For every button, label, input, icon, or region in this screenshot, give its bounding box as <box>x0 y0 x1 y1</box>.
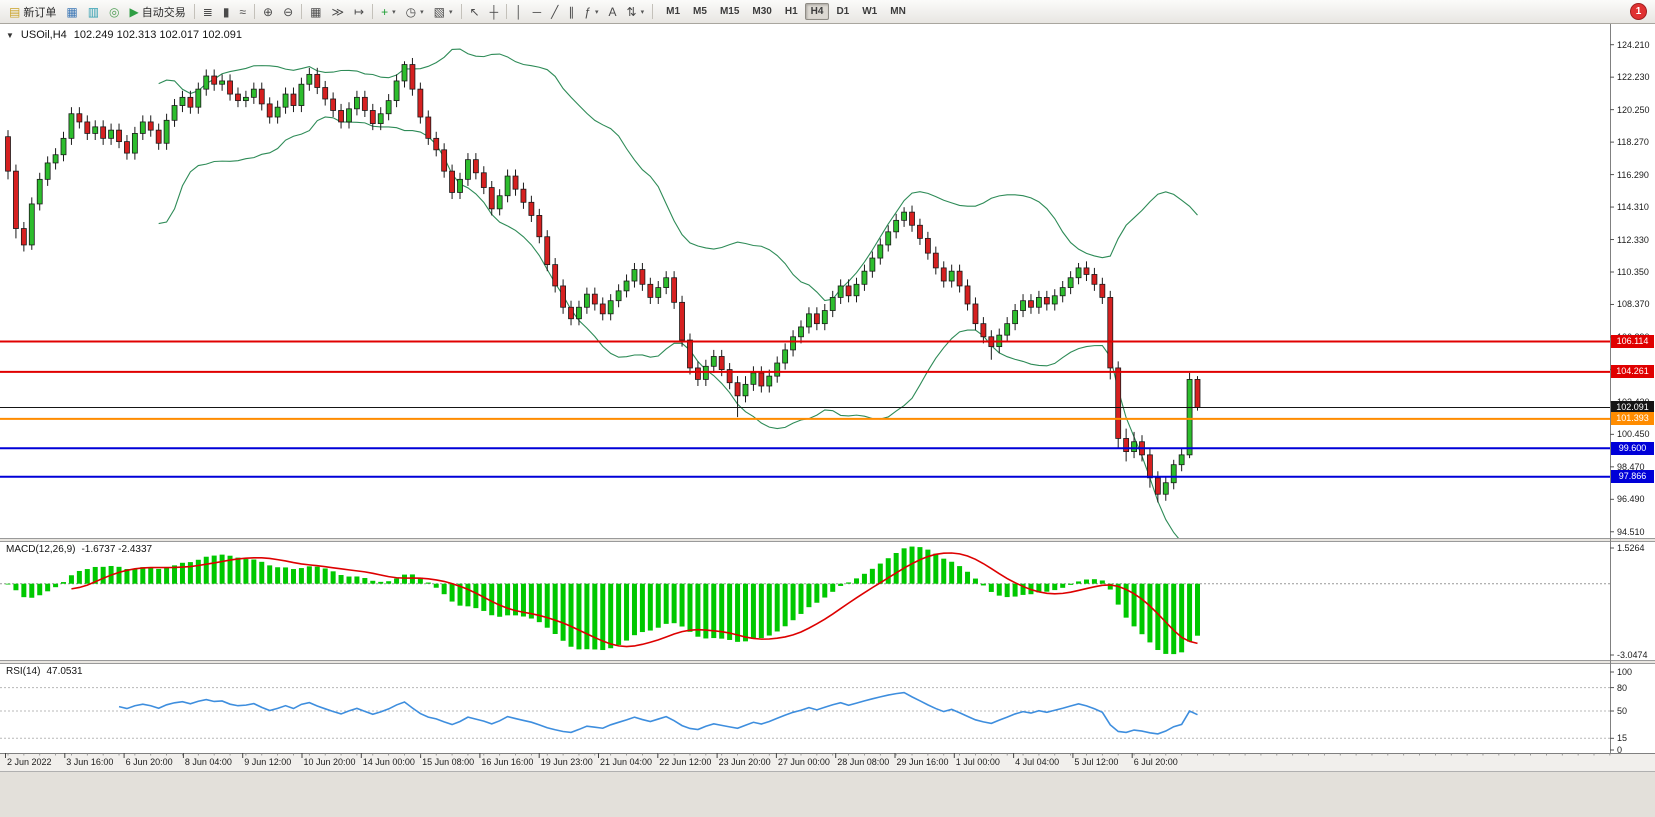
dropdown-caret-icon: ▾ <box>640 8 645 16</box>
candlestick-chart-icon: ▮ <box>222 4 230 19</box>
new-order-button-label: 新订单 <box>23 6 57 19</box>
market-watch-button[interactable]: ▥ <box>83 1 104 23</box>
vertical-line-button[interactable]: │ <box>510 1 528 23</box>
dropdown-caret-icon: ▾ <box>392 8 396 16</box>
periods-icon: ◷ <box>405 4 417 19</box>
periods-button[interactable]: ◷ ▾ <box>401 1 429 23</box>
zoom-in-button[interactable]: ⊕ <box>258 1 278 23</box>
templates-button[interactable]: ▧ ▾ <box>429 1 458 23</box>
dropdown-caret-icon: ▾ <box>595 8 599 16</box>
toolbar-separator <box>372 4 374 19</box>
equidistant-channel-button[interactable]: ∥ <box>563 1 579 23</box>
indicators-button[interactable]: + ▾ <box>376 1 401 23</box>
timeframe-m5-button[interactable]: M5 <box>693 6 707 17</box>
zoom-in-icon: ⊕ <box>263 4 274 19</box>
text-label-button[interactable]: A <box>604 1 622 23</box>
cursor-icon: ↖ <box>469 4 480 19</box>
timeframe-m1-button[interactable]: M1 <box>666 6 681 17</box>
indicators-icon: + <box>381 4 389 19</box>
autotrading-button[interactable]: ▶ 自动交易 <box>125 1 191 23</box>
line-chart-button[interactable]: ≈ <box>234 1 251 23</box>
crosshair-icon: ┼ <box>489 4 499 19</box>
autotrading-button-label: 自动交易 <box>141 6 186 19</box>
trendline-icon: ╱ <box>551 4 559 19</box>
timeframe-m30-button[interactable]: M30 <box>752 6 772 17</box>
vertical-line-icon: │ <box>515 4 523 19</box>
dropdown-caret-icon: ▾ <box>420 8 424 16</box>
candlestick-chart-button[interactable]: ▮ <box>218 1 235 23</box>
navigator-icon: ◎ <box>109 4 120 19</box>
toolbar-separator <box>254 4 256 19</box>
equidistant-channel-icon: ∥ <box>568 4 575 19</box>
templates-icon: ▧ <box>433 4 445 19</box>
toolbar: ▤ 新订单 ▦ ▥ ◎ ▶ 自动交易 ≣ ▮ ≈ ⊕ ⊖ ▦ ≫ ↦ + ▾ ◷ ▾ ▧ ▾ ↖ ┼ │ ─ ╱ ∥ ƒ ▾ A ⇅ ▾ M1 M… <box>0 0 1655 24</box>
chart-shift-icon: ↦ <box>354 4 365 19</box>
bar-chart-icon: ≣ <box>202 4 213 19</box>
timeframe-w1-button[interactable]: W1 <box>862 6 878 17</box>
line-chart-icon: ≈ <box>239 4 247 19</box>
chart-shift-button[interactable]: ↦ <box>349 1 369 23</box>
auto-scroll-icon: ≫ <box>331 4 345 19</box>
tile-windows-button[interactable]: ▦ <box>305 1 326 23</box>
toolbar-separator <box>506 4 508 19</box>
new-order-button[interactable]: ▤ 新订单 <box>4 1 61 23</box>
timeframe-h1-button[interactable]: H1 <box>784 6 798 17</box>
zoom-out-icon: ⊖ <box>283 4 294 19</box>
autotrading-icon: ▶ <box>129 4 139 19</box>
chart-profiles-button[interactable]: ▦ <box>61 1 82 23</box>
auto-scroll-button[interactable]: ≫ <box>326 1 349 23</box>
arrows-icon: ⇅ <box>626 4 637 19</box>
dropdown-caret-icon: ▾ <box>448 8 453 16</box>
toolbar-separator <box>652 4 654 19</box>
text-label-icon: A <box>608 4 617 19</box>
navigator-button[interactable]: ◎ <box>104 1 124 23</box>
market-watch-icon: ▥ <box>87 4 100 19</box>
bar-chart-button[interactable]: ≣ <box>198 1 218 23</box>
horizontal-line-button[interactable]: ─ <box>528 1 547 23</box>
notifications-badge[interactable]: 1 <box>1630 3 1647 20</box>
timeframe-toolbar: M1 M5 M15 M30 H1 H4 D1 W1 MN <box>660 3 912 20</box>
tile-windows-icon: ▦ <box>310 4 322 19</box>
arrows-button[interactable]: ⇅ ▾ <box>622 1 650 23</box>
fibonacci-button[interactable]: ƒ ▾ <box>579 1 603 23</box>
toolbar-separator <box>301 4 303 19</box>
cursor-button[interactable]: ↖ <box>465 1 485 23</box>
timeframe-d1-button[interactable]: D1 <box>836 6 850 17</box>
toolbar-separator <box>193 4 195 19</box>
trendline-button[interactable]: ╱ <box>546 1 563 23</box>
zoom-out-button[interactable]: ⊖ <box>278 1 298 23</box>
toolbar-separator <box>460 4 462 19</box>
crosshair-button[interactable]: ┼ <box>485 1 504 23</box>
chart-profiles-icon: ▦ <box>66 4 78 19</box>
timeframe-mn-button[interactable]: MN <box>890 6 906 17</box>
new-order-icon: ▤ <box>9 4 21 19</box>
fibonacci-icon: ƒ <box>584 4 592 19</box>
timeframe-h4-button[interactable]: H4 <box>804 3 830 20</box>
horizontal-line-icon: ─ <box>532 4 542 19</box>
timeframe-m15-button[interactable]: M15 <box>719 6 740 17</box>
